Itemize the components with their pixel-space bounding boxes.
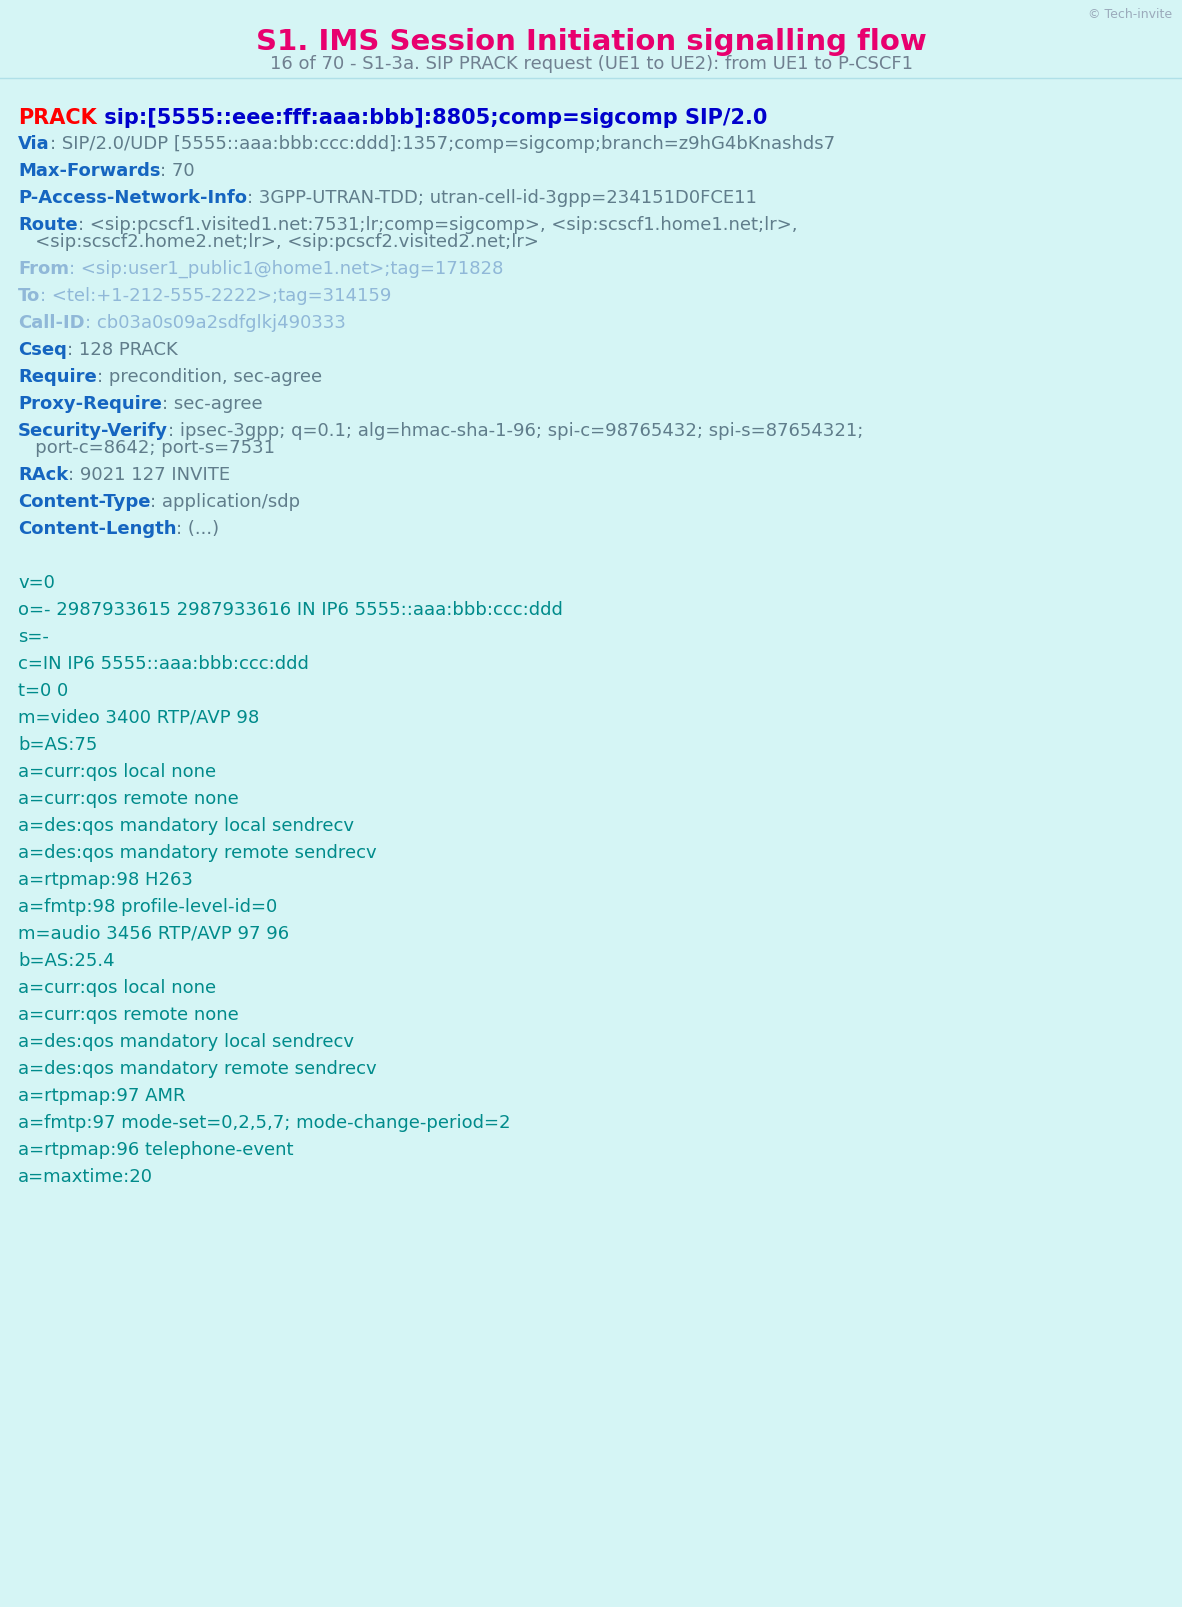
Text: a=rtpmap:96 telephone-event: a=rtpmap:96 telephone-event [18,1141,293,1159]
Text: RAck: RAck [18,466,69,484]
Text: b=AS:75: b=AS:75 [18,736,97,754]
Text: Max-Forwards: Max-Forwards [18,162,161,180]
Text: b=AS:25.4: b=AS:25.4 [18,951,115,971]
Text: 16 of 70 - S1-3a. SIP PRACK request (UE1 to UE2): from UE1 to P-CSCF1: 16 of 70 - S1-3a. SIP PRACK request (UE1… [269,55,913,72]
Text: P-Access-Network-Info: P-Access-Network-Info [18,190,247,207]
Text: c=IN IP6 5555::aaa:bbb:ccc:ddd: c=IN IP6 5555::aaa:bbb:ccc:ddd [18,656,309,673]
Text: : cb03a0s09a2sdfglkj490333: : cb03a0s09a2sdfglkj490333 [85,313,345,333]
Text: Cseq: Cseq [18,341,67,358]
Text: Content-Type: Content-Type [18,493,150,511]
Text: Security-Verify: Security-Verify [18,423,168,440]
Text: : precondition, sec-agree: : precondition, sec-agree [97,368,322,386]
Text: a=des:qos mandatory local sendrecv: a=des:qos mandatory local sendrecv [18,1033,353,1051]
Text: sip:[5555::eee:fff:aaa:bbb]:8805;comp=sigcomp SIP/2.0: sip:[5555::eee:fff:aaa:bbb]:8805;comp=si… [97,108,767,129]
Text: Call-ID: Call-ID [18,313,85,333]
Text: Route: Route [18,215,78,235]
Text: Content-Length: Content-Length [18,521,176,538]
Text: : sec-agree: : sec-agree [162,395,262,413]
Text: : 128 PRACK: : 128 PRACK [67,341,177,358]
Text: : <sip:pcscf1.visited1.net:7531;lr;comp=sigcomp>, <sip:scscf1.home1.net;lr>,: : <sip:pcscf1.visited1.net:7531;lr;comp=… [78,215,797,235]
Text: a=rtpmap:98 H263: a=rtpmap:98 H263 [18,871,193,889]
Text: a=curr:qos remote none: a=curr:qos remote none [18,1006,239,1024]
Text: : <sip:user1_public1@home1.net>;tag=171828: : <sip:user1_public1@home1.net>;tag=1718… [69,260,504,278]
Text: a=curr:qos local none: a=curr:qos local none [18,979,216,996]
Text: <sip:scscf2.home2.net;lr>, <sip:pcscf2.visited2.net;lr>: <sip:scscf2.home2.net;lr>, <sip:pcscf2.v… [18,233,539,251]
Text: a=curr:qos local none: a=curr:qos local none [18,763,216,781]
Text: m=audio 3456 RTP/AVP 97 96: m=audio 3456 RTP/AVP 97 96 [18,926,290,943]
Text: From: From [18,260,69,278]
Text: Via: Via [18,135,50,153]
Text: a=rtpmap:97 AMR: a=rtpmap:97 AMR [18,1086,186,1106]
Text: © Tech-invite: © Tech-invite [1087,8,1173,21]
Text: S1. IMS Session Initiation signalling flow: S1. IMS Session Initiation signalling fl… [255,27,927,56]
Text: a=fmtp:98 profile-level-id=0: a=fmtp:98 profile-level-id=0 [18,898,278,916]
Text: a=fmtp:97 mode-set=0,2,5,7; mode-change-period=2: a=fmtp:97 mode-set=0,2,5,7; mode-change-… [18,1114,511,1131]
Text: : (...): : (...) [176,521,220,538]
Text: : ipsec-3gpp; q=0.1; alg=hmac-sha-1-96; spi-c=98765432; spi-s=87654321;: : ipsec-3gpp; q=0.1; alg=hmac-sha-1-96; … [168,423,863,440]
Text: : SIP/2.0/UDP [5555::aaa:bbb:ccc:ddd]:1357;comp=sigcomp;branch=z9hG4bKnashds7: : SIP/2.0/UDP [5555::aaa:bbb:ccc:ddd]:13… [50,135,834,153]
Text: : 9021 127 INVITE: : 9021 127 INVITE [69,466,230,484]
Text: v=0: v=0 [18,574,54,591]
Text: a=des:qos mandatory local sendrecv: a=des:qos mandatory local sendrecv [18,816,353,836]
Text: o=- 2987933615 2987933616 IN IP6 5555::aaa:bbb:ccc:ddd: o=- 2987933615 2987933616 IN IP6 5555::a… [18,601,563,619]
Text: port-c=8642; port-s=7531: port-c=8642; port-s=7531 [18,439,275,456]
Text: s=-: s=- [18,628,48,646]
Text: Require: Require [18,368,97,386]
Text: a=des:qos mandatory remote sendrecv: a=des:qos mandatory remote sendrecv [18,1061,377,1078]
Text: a=des:qos mandatory remote sendrecv: a=des:qos mandatory remote sendrecv [18,844,377,861]
Text: t=0 0: t=0 0 [18,681,69,701]
Text: : <tel:+1-212-555-2222>;tag=314159: : <tel:+1-212-555-2222>;tag=314159 [40,288,391,305]
Text: To: To [18,288,40,305]
Text: : 3GPP-UTRAN-TDD; utran-cell-id-3gpp=234151D0FCE11: : 3GPP-UTRAN-TDD; utran-cell-id-3gpp=234… [247,190,756,207]
Text: Proxy-Require: Proxy-Require [18,395,162,413]
Text: m=video 3400 RTP/AVP 98: m=video 3400 RTP/AVP 98 [18,709,259,726]
Text: PRACK: PRACK [18,108,97,129]
Text: : application/sdp: : application/sdp [150,493,300,511]
Text: : 70: : 70 [161,162,195,180]
Text: a=maxtime:20: a=maxtime:20 [18,1168,152,1186]
Text: a=curr:qos remote none: a=curr:qos remote none [18,791,239,808]
